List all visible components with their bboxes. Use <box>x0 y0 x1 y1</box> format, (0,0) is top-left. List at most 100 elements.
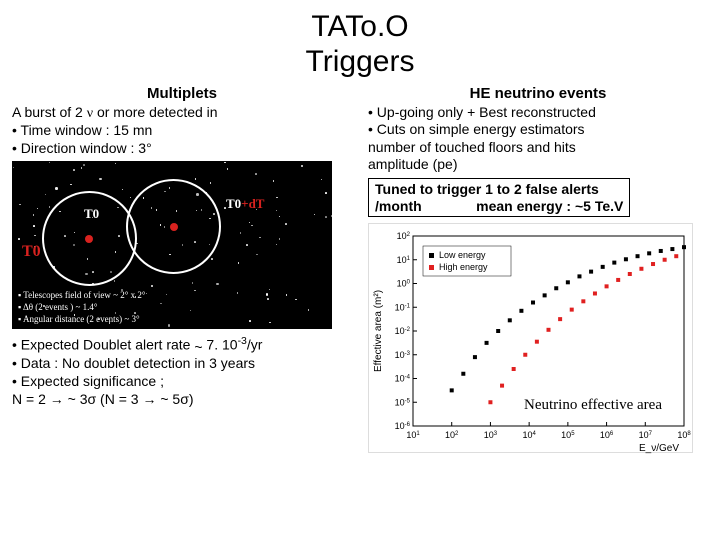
text-fragment: 7. 10 <box>203 337 238 353</box>
sky-legend-line: Telescopes field of view ~ 2° x 2° <box>18 290 145 302</box>
svg-text:10-3: 10-3 <box>395 350 411 360</box>
effective-area-chart: 10110210310410510610710810-610-510-410-3… <box>368 223 693 453</box>
star <box>251 225 253 227</box>
svg-text:10-1: 10-1 <box>395 303 411 313</box>
svg-text:10-2: 10-2 <box>395 326 411 336</box>
star <box>99 178 102 181</box>
star <box>266 293 269 296</box>
star <box>81 167 83 169</box>
star <box>49 206 51 208</box>
he-heading: HE neutrino events <box>368 85 708 104</box>
svg-text:102: 102 <box>397 231 411 241</box>
star <box>227 168 229 170</box>
he-line-3: number of touched floors and hits <box>368 139 708 157</box>
page-title: TATo.O Triggers <box>0 0 720 85</box>
star <box>269 289 271 291</box>
star <box>151 285 154 288</box>
multiplets-block: Multiplets A burst of 2 ν or more detect… <box>12 85 352 157</box>
text-fragment: or more detected in <box>93 104 218 120</box>
star <box>210 182 212 184</box>
star <box>37 208 39 210</box>
star <box>325 192 327 194</box>
star <box>238 262 240 264</box>
svg-text:108: 108 <box>677 430 691 440</box>
star <box>321 179 323 181</box>
star <box>269 322 271 324</box>
chart-svg: 10110210310410510610710810-610-510-410-3… <box>369 224 694 454</box>
star <box>240 232 242 234</box>
text-fragment: 5 Te.V <box>583 198 623 214</box>
star <box>195 178 197 180</box>
svg-text:101: 101 <box>406 430 420 440</box>
svg-text:105: 105 <box>561 430 575 440</box>
multiplets-line-3: • Direction window : 3° <box>12 140 352 158</box>
sky-legend-line: Δθ (2 events ) ~ 1.4° <box>18 302 145 314</box>
star <box>130 197 132 199</box>
svg-text:E_ν/GeV: E_ν/GeV <box>639 443 679 454</box>
sky-legend: Telescopes field of view ~ 2° x 2° Δθ (2… <box>18 290 145 325</box>
star <box>249 320 251 322</box>
star <box>13 167 15 169</box>
star <box>246 244 248 246</box>
svg-text:107: 107 <box>639 430 653 440</box>
text-fragment: /yr <box>247 337 263 353</box>
star <box>115 163 117 165</box>
star <box>166 294 168 296</box>
text-fragment: /month <box>375 198 422 214</box>
star <box>55 187 58 190</box>
star <box>224 162 226 164</box>
star <box>314 214 316 216</box>
svg-text:High energy: High energy <box>439 262 488 272</box>
star <box>259 237 261 239</box>
text-fragment: A burst of 2 <box>12 104 87 120</box>
he-line-1: • Up-going only + Best reconstructed <box>368 104 708 122</box>
star <box>168 324 171 327</box>
tilde: ~ <box>68 391 76 407</box>
svg-text:Effective area (m²): Effective area (m²) <box>373 290 384 372</box>
tilde: ~ <box>194 339 202 355</box>
label-t0dt: T0+dT <box>226 196 264 212</box>
title-line-2: Triggers <box>0 45 720 80</box>
chart-caption: Neutrino effective area <box>524 397 662 414</box>
tuned-line-1: Tuned to trigger 1 to 2 false alerts <box>375 181 623 198</box>
tuned-line-2: /month mean energy : ~5 Te.V <box>375 198 623 215</box>
exponent: -3 <box>238 335 247 347</box>
svg-text:100: 100 <box>397 279 411 289</box>
he-neutrino-block: HE neutrino events • Up-going only + Bes… <box>368 85 708 174</box>
star <box>122 189 124 191</box>
star <box>34 235 36 237</box>
expected-doublet-rate: • Expected Doublet alert rate ~ 7. 10-3/… <box>12 335 352 354</box>
star <box>255 173 257 175</box>
significance-values: N = 2 → ~ 3σ (N = 3 → ~ 5σ) <box>12 390 352 408</box>
star <box>19 204 21 206</box>
tilde: ~ <box>575 198 583 214</box>
star <box>33 225 35 227</box>
svg-text:104: 104 <box>522 430 536 440</box>
star <box>211 258 213 260</box>
text-fragment: 3σ (N = 3 → <box>76 391 161 407</box>
tuned-box: Tuned to trigger 1 to 2 false alerts /mo… <box>368 178 630 218</box>
star <box>146 293 148 295</box>
star <box>18 238 20 240</box>
sky-figure: T0 T0 T0+dT Telescopes field of view ~ 2… <box>12 161 332 329</box>
star <box>301 165 304 168</box>
text-fragment: N = 2 → <box>12 391 68 407</box>
star <box>114 280 116 282</box>
star <box>308 309 310 311</box>
star <box>285 223 287 225</box>
star <box>49 162 51 164</box>
left-column: Multiplets A burst of 2 ν or more detect… <box>12 85 352 453</box>
text-fragment: mean energy : <box>476 198 575 214</box>
star <box>160 303 162 305</box>
right-column: HE neutrino events • Up-going only + Bes… <box>368 85 708 453</box>
multiplets-line-1: A burst of 2 ν or more detected in <box>12 104 352 123</box>
svg-text:102: 102 <box>445 430 459 440</box>
data-line: • Data : No doublet detection in 3 years <box>12 354 352 372</box>
star <box>286 294 288 296</box>
star <box>276 197 278 199</box>
tilde: ~ <box>160 391 168 407</box>
significance-heading: • Expected significance ; <box>12 372 352 390</box>
star <box>190 310 192 312</box>
star <box>279 216 281 218</box>
svg-text:103: 103 <box>484 430 498 440</box>
